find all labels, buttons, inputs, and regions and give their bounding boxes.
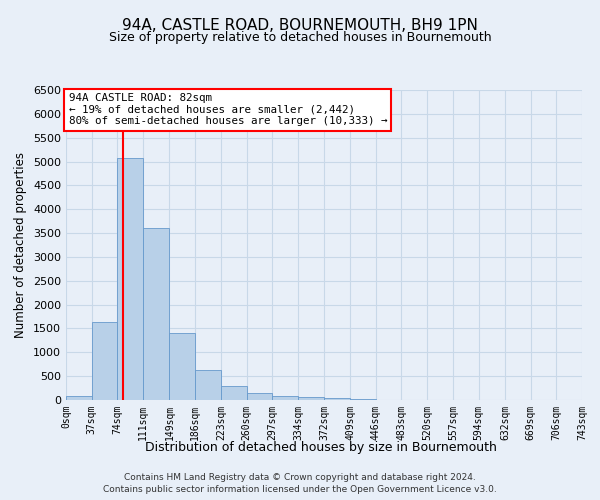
Bar	[92, 322, 118, 400]
Bar	[272, 396, 298, 400]
Bar	[195, 370, 221, 400]
Bar	[350, 398, 376, 400]
Text: Size of property relative to detached houses in Bournemouth: Size of property relative to detached ho…	[109, 31, 491, 44]
Bar	[143, 228, 169, 400]
Bar	[325, 398, 350, 400]
Text: 94A, CASTLE ROAD, BOURNEMOUTH, BH9 1PN: 94A, CASTLE ROAD, BOURNEMOUTH, BH9 1PN	[122, 18, 478, 32]
Bar	[169, 333, 195, 400]
Y-axis label: Number of detached properties: Number of detached properties	[14, 152, 28, 338]
Bar	[247, 394, 272, 400]
Bar	[66, 396, 92, 400]
Text: Distribution of detached houses by size in Bournemouth: Distribution of detached houses by size …	[145, 441, 497, 454]
Bar	[118, 158, 143, 400]
Text: Contains HM Land Registry data © Crown copyright and database right 2024.
Contai: Contains HM Land Registry data © Crown c…	[103, 472, 497, 494]
Bar	[221, 386, 247, 400]
Bar	[298, 398, 323, 400]
Text: 94A CASTLE ROAD: 82sqm
← 19% of detached houses are smaller (2,442)
80% of semi-: 94A CASTLE ROAD: 82sqm ← 19% of detached…	[68, 93, 387, 126]
